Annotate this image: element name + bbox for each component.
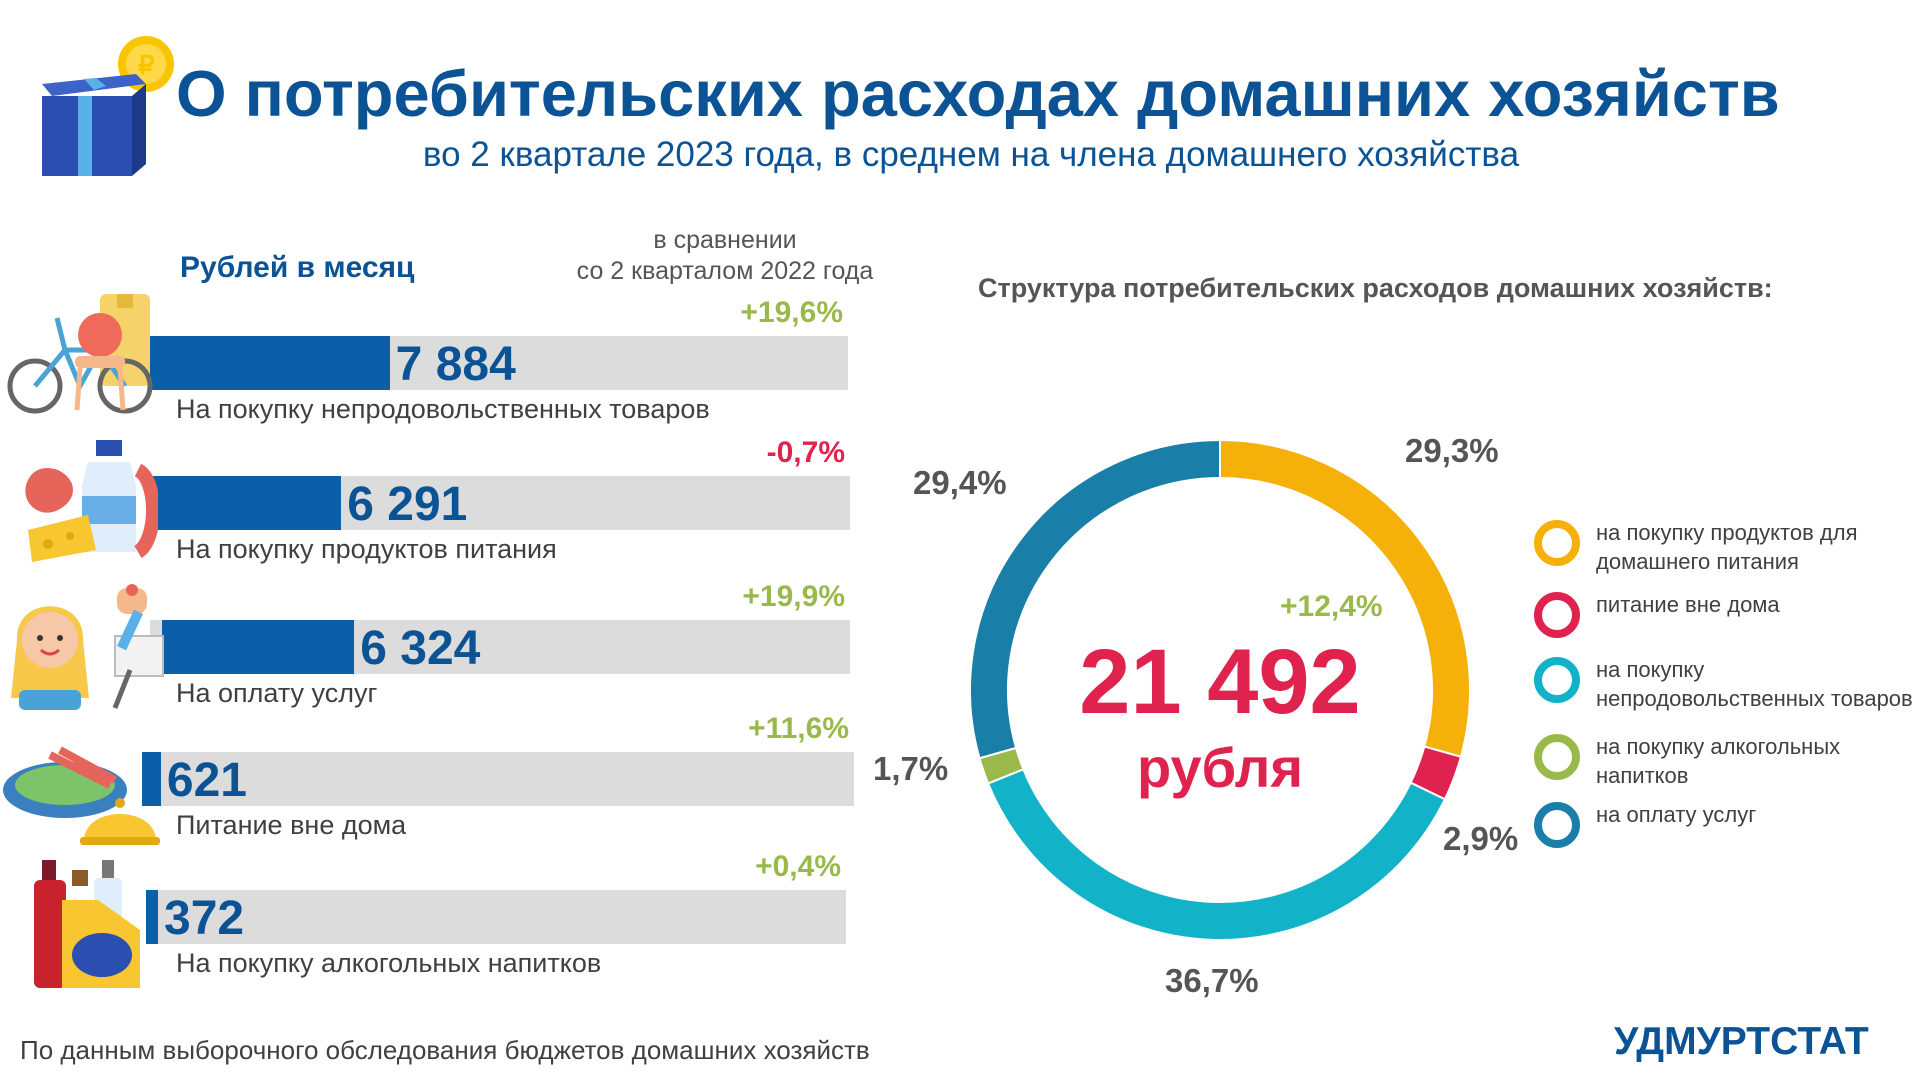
source-note: По данным выборочного обследования бюдже… — [20, 1035, 870, 1065]
donut-title: Структура потребительских расходов домаш… — [978, 273, 1773, 303]
page-title: О потребительских расходах домашних хозя… — [176, 57, 1780, 130]
legend-swatch — [1534, 802, 1580, 848]
legend-item-services: на оплату услуг — [1534, 800, 1920, 848]
bar — [146, 890, 158, 944]
bar-change-label: +11,6% — [748, 712, 849, 745]
bars-heading: Рублей в месяц — [180, 251, 415, 284]
legend-item-eating_out: питание вне дома — [1534, 590, 1920, 638]
legend-label: питание вне дома — [1596, 592, 1780, 617]
legend-item-non_food: на покупку непродовольственных товаров — [1534, 655, 1920, 713]
bar-category-label: На покупку алкогольных напитков — [176, 948, 602, 978]
bar-change-label: -0,7% — [766, 436, 845, 469]
page-subtitle: во 2 квартале 2023 года, в среднем на чл… — [422, 135, 1520, 174]
legend-swatch — [1534, 657, 1580, 703]
donut-slice-services — [969, 438, 1221, 760]
brand-name: УДМУРТСТАТ — [1614, 1020, 1869, 1063]
slice-percent-label: 1,7% — [873, 750, 949, 787]
bar-value-label: 6 324 — [360, 622, 481, 675]
total-change: +12,4% — [1280, 590, 1383, 623]
restaurant-dish-icon — [0, 725, 165, 845]
bar — [150, 476, 342, 530]
bar-change-label: +19,6% — [740, 296, 843, 329]
bar-change-label: +0,4% — [755, 850, 841, 883]
legend-label: на покупку продуктов для домашнего питан… — [1596, 520, 1858, 574]
compare-heading: в сравнении со 2 кварталом 2022 года — [540, 225, 910, 287]
slice-percent-label: 29,3% — [1405, 432, 1499, 469]
bar-track — [150, 890, 846, 944]
bar-category-label: Питание вне дома — [176, 810, 407, 840]
slice-percent-label: 2,9% — [1443, 820, 1519, 857]
total-value: 21 492 — [1079, 631, 1361, 733]
slice-percent-label: 29,4% — [913, 464, 1007, 501]
donut-chart — [969, 438, 1471, 941]
legend-label: на оплату услуг — [1596, 802, 1757, 827]
legend-swatch — [1534, 592, 1580, 638]
gift-coin-icon: ₽ — [36, 34, 186, 179]
bar-value-label: 7 884 — [395, 338, 516, 391]
bar-value-label: 621 — [166, 754, 247, 807]
compare-heading-line: со 2 кварталом 2022 года — [576, 257, 874, 285]
bar-category-label: На оплату услуг — [176, 678, 378, 708]
bar — [142, 752, 161, 806]
bar-category-label: На покупку непродовольственных товаров — [176, 394, 710, 424]
bicycle-chair-coat-icon — [5, 290, 165, 420]
bar — [162, 620, 355, 674]
svg-text:₽: ₽ — [138, 50, 155, 80]
bar-value-label: 6 291 — [347, 478, 468, 531]
bar-change-label: +19,9% — [742, 580, 845, 613]
bar-track — [150, 752, 854, 806]
person-services-icon — [5, 580, 170, 710]
bar — [150, 336, 390, 390]
legend-item-food: на покупку продуктов для домашнего питан… — [1534, 518, 1920, 576]
bar-value-label: 372 — [164, 892, 245, 945]
total-unit: рубля — [1136, 736, 1304, 799]
legend-label: на покупку алкогольных напитков — [1596, 734, 1841, 788]
legend-item-alcohol: на покупку алкогольных напитков — [1534, 732, 1920, 790]
legend-swatch — [1534, 520, 1580, 566]
groceries-icon — [18, 440, 160, 565]
legend-label: на покупку непродовольственных товаров — [1596, 657, 1913, 711]
bar-category-label: На покупку продуктов питания — [176, 534, 557, 564]
bottles-icon — [30, 860, 150, 990]
slice-percent-label: 36,7% — [1165, 962, 1259, 999]
compare-heading-line: в сравнении — [653, 226, 797, 254]
legend-swatch — [1534, 734, 1580, 780]
